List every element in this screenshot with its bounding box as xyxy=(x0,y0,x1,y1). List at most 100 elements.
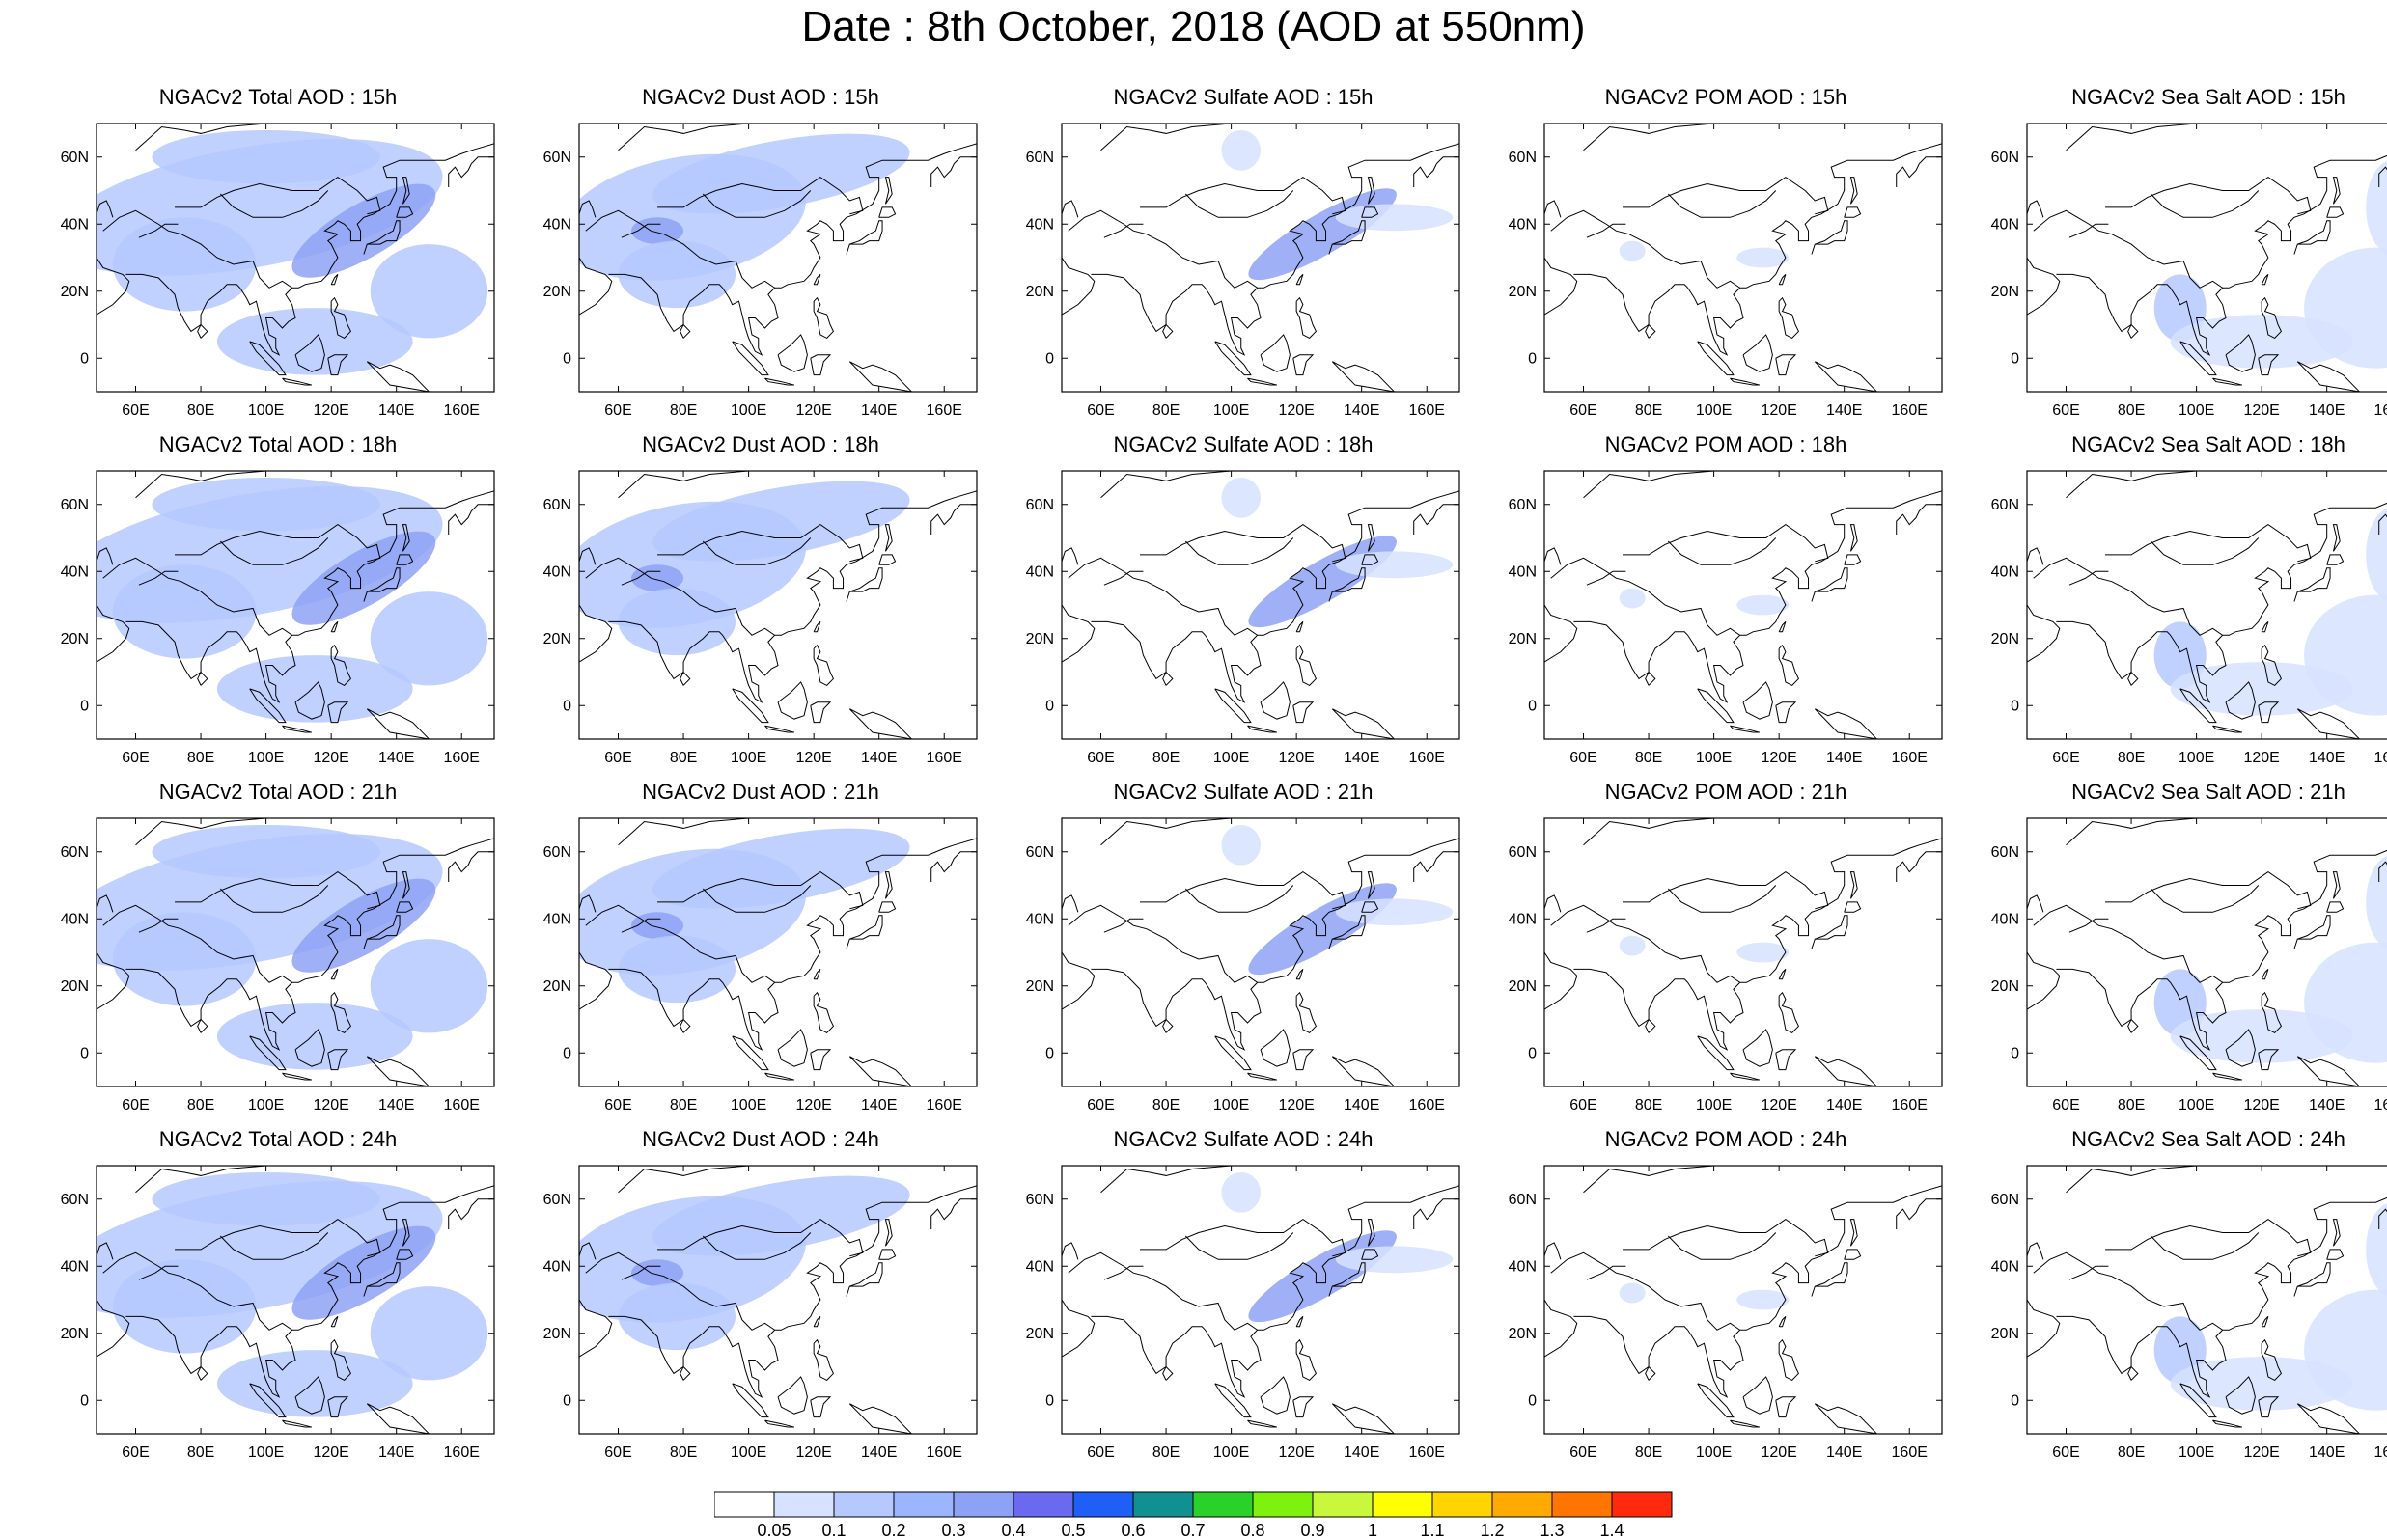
panel-title: NGACv2 Sea Salt AOD : 15h xyxy=(2071,85,2345,109)
coastlines xyxy=(1062,1166,1459,1434)
coastline xyxy=(219,1232,329,1260)
coastline xyxy=(1583,1166,1714,1194)
coastlines xyxy=(97,818,494,1086)
colorbar-swatch xyxy=(833,1491,895,1518)
map: 60N 40N 20N 0 60E 80E 100E 120E 140E 160E xyxy=(1026,470,1460,766)
panel-title: NGACv2 POM AOD : 21h xyxy=(1604,780,1847,804)
coastline xyxy=(1292,354,1315,376)
coastline xyxy=(2150,885,2260,913)
coastline xyxy=(2258,1396,2280,1418)
coastline xyxy=(1550,557,1740,636)
coastline xyxy=(1742,1029,1773,1067)
coastline xyxy=(2068,918,2109,933)
coastline xyxy=(1697,341,1735,376)
aod-region xyxy=(652,133,910,214)
colorbar-swatch xyxy=(773,1491,835,1518)
aod-region xyxy=(216,1350,413,1417)
map-panel-sulfate-0: NGACv2 Sulfate AOD : 15h 60N 40N 20N 0 60E 80E… xyxy=(1012,85,1494,423)
coastline xyxy=(680,323,691,339)
lon-tick-label: 100E xyxy=(1213,1097,1249,1114)
coastline xyxy=(1295,621,1304,633)
coastline xyxy=(1896,851,1942,883)
coastline xyxy=(1586,223,1626,238)
map-frame xyxy=(1061,817,1460,1087)
coastline xyxy=(327,701,349,724)
coastline xyxy=(1775,1049,1797,1071)
aod-region xyxy=(152,129,380,184)
coastline xyxy=(1140,870,1346,910)
coastline xyxy=(1645,1365,1656,1381)
lat-tick-label: 60N xyxy=(1991,497,2019,513)
aod-region xyxy=(216,308,413,375)
lat-tick-label: 20N xyxy=(543,631,571,647)
coastline xyxy=(363,220,401,255)
colorbar-label: 1.4 xyxy=(1599,1521,1624,1539)
coastline xyxy=(1361,206,1379,218)
coastline xyxy=(2225,681,2256,720)
map: 60N 40N 20N 0 60E 80E 100E 120E 140E 160E xyxy=(61,123,495,419)
coastline xyxy=(1328,915,1366,949)
lon-tick-label: 120E xyxy=(795,1097,831,1114)
lon-tick-label: 140E xyxy=(1344,750,1379,766)
coastline xyxy=(1896,1198,1942,1230)
aod-field xyxy=(2153,161,2387,369)
coastline xyxy=(2105,1218,2312,1257)
coastline xyxy=(363,567,401,602)
panel-title: NGACv2 Total AOD : 15h xyxy=(158,85,398,109)
aod-region xyxy=(112,1259,257,1354)
lon-tick-label: 160E xyxy=(2374,1444,2387,1461)
coastline xyxy=(1811,915,1848,949)
coastline xyxy=(930,851,977,883)
aod-region xyxy=(1736,247,1790,268)
coastline xyxy=(2332,1219,2341,1247)
lon-tick-label: 60E xyxy=(122,1444,149,1461)
lon-tick-label: 100E xyxy=(1696,1097,1732,1114)
coastline xyxy=(1667,537,1777,565)
lat-tick-label: 20N xyxy=(543,978,571,995)
coastlines xyxy=(2027,1166,2387,1434)
lon-tick-label: 140E xyxy=(2309,402,2345,419)
aod-region xyxy=(1248,536,1397,628)
lat-tick-label: 0 xyxy=(80,1392,89,1409)
lon-tick-label: 140E xyxy=(2309,1444,2345,1461)
map-frame xyxy=(1061,1165,1460,1435)
colorbar-swatch xyxy=(714,1491,775,1518)
coastline xyxy=(1260,681,1291,720)
coastline xyxy=(1583,471,1714,499)
coastline xyxy=(2027,547,2044,565)
lat-tick-label: 60N xyxy=(1991,844,2019,861)
coastline xyxy=(1697,1035,1735,1071)
coastline xyxy=(2105,870,2312,910)
lon-tick-label: 100E xyxy=(2179,750,2214,766)
map: 60N 40N 20N 0 60E 80E 100E 120E 140E 160E xyxy=(543,817,978,1114)
coastlines xyxy=(1062,124,1459,392)
coastline xyxy=(1214,1035,1252,1071)
coastline xyxy=(930,156,977,188)
coastline xyxy=(363,1262,401,1297)
coastline xyxy=(2179,1383,2217,1418)
map-frame xyxy=(96,123,495,393)
coastline xyxy=(396,206,414,218)
colorbar-label: 0.8 xyxy=(1240,1521,1264,1539)
coastline xyxy=(764,1419,795,1428)
coastline xyxy=(1814,708,1878,739)
coastline xyxy=(1778,991,1800,1034)
coastline xyxy=(1068,557,1258,636)
lon-tick-label: 140E xyxy=(1826,1097,1862,1114)
coastline xyxy=(732,688,769,724)
coastline xyxy=(764,377,795,386)
lat-tick-label: 0 xyxy=(1528,1392,1537,1409)
map: 60N 40N 20N 0 60E 80E 100E 120E 140E 160E xyxy=(1991,1165,2387,1461)
map-frame xyxy=(96,1165,495,1435)
coastline xyxy=(2378,513,2387,536)
coastline xyxy=(878,901,897,913)
lon-tick-label: 120E xyxy=(313,402,348,419)
lon-tick-label: 80E xyxy=(187,1097,214,1114)
coastline xyxy=(330,621,339,633)
coastline xyxy=(2261,969,2269,980)
coastline xyxy=(1331,361,1396,392)
coastline xyxy=(1184,537,1294,565)
coastline xyxy=(1778,621,1787,633)
aod-region xyxy=(370,939,488,1033)
coastline xyxy=(777,1029,808,1067)
